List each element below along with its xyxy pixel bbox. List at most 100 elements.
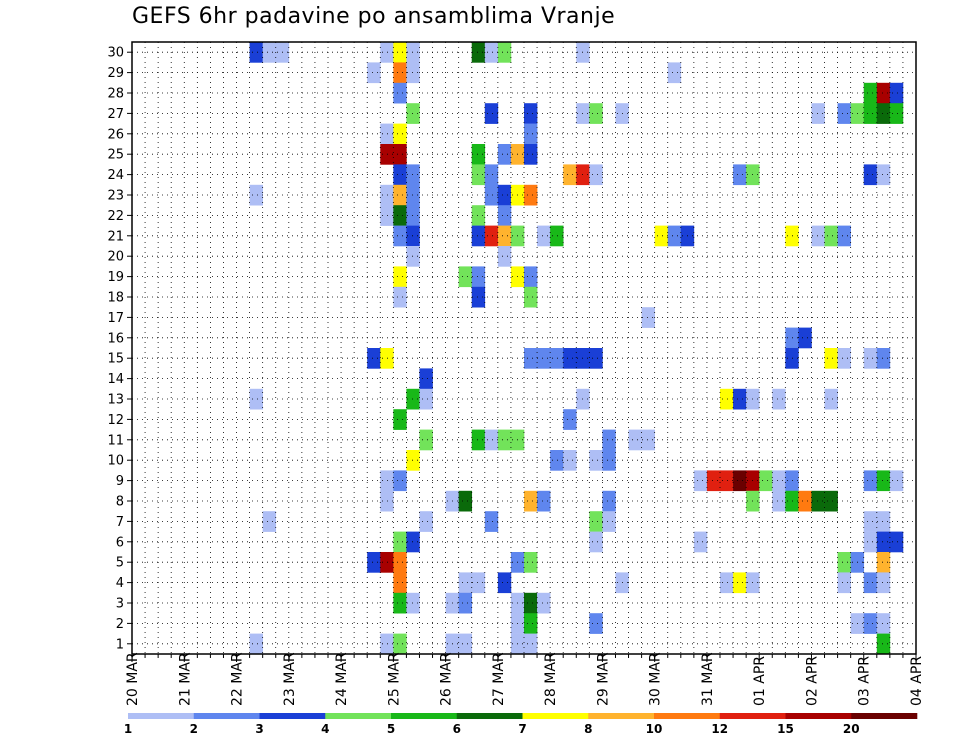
- x-tick-label: 02 APR: [804, 656, 820, 706]
- heatmap-cell: [262, 511, 277, 532]
- heatmap-cell: [589, 511, 603, 532]
- heatmap-cell: [393, 225, 407, 247]
- heatmap-cell: [471, 144, 486, 165]
- heatmap-cell: [772, 490, 786, 512]
- x-tick-label: 31 MAR: [700, 652, 716, 706]
- heatmap-cell: [876, 348, 891, 369]
- heatmap-cell: [863, 103, 878, 124]
- heatmap-cell: [524, 184, 538, 206]
- heatmap-cell: [667, 225, 682, 247]
- heatmap-cell: [406, 450, 420, 471]
- x-tick-label: 25 MAR: [386, 652, 402, 706]
- heatmap-cell: [524, 266, 538, 288]
- heatmap-cell: [876, 82, 891, 104]
- heatmap-cell: [798, 490, 812, 512]
- heatmap-cell: [484, 164, 499, 186]
- heatmap-cell: [889, 82, 904, 104]
- heatmap-cell: [419, 429, 433, 451]
- heatmap-cell: [563, 450, 577, 471]
- y-tick-label: 2: [116, 617, 124, 632]
- heatmap-cell: [471, 42, 486, 63]
- y-tick-label: 26: [107, 127, 124, 142]
- heatmap-cell: [419, 511, 433, 532]
- colorbar-swatch: [325, 713, 392, 719]
- heatmap-cell: [484, 429, 499, 451]
- y-tick-label: 10: [107, 454, 124, 469]
- heatmap-cell: [406, 164, 420, 186]
- colorbar-label: 8: [584, 722, 592, 736]
- heatmap-cell: [406, 42, 420, 63]
- heatmap-cell: [406, 246, 420, 267]
- heatmap-cell: [876, 164, 891, 186]
- heatmap-cell: [524, 286, 538, 308]
- colorbar-swatch: [128, 713, 195, 719]
- heatmap-cell: [458, 633, 473, 655]
- heatmap-cell: [249, 633, 263, 655]
- colorbar-swatch: [654, 713, 721, 719]
- heatmap-cell: [406, 592, 420, 614]
- heatmap-cell: [380, 184, 394, 206]
- heatmap-cell: [419, 368, 433, 390]
- heatmap-cell: [550, 450, 564, 471]
- colorbar-label: 1: [124, 722, 132, 736]
- heatmap-cell: [837, 572, 851, 594]
- colorbar-label: 6: [453, 722, 461, 736]
- heatmap-cell: [484, 184, 499, 206]
- heatmap-cell: [889, 103, 904, 124]
- heatmap-cell: [393, 164, 407, 186]
- heatmap-cell: [667, 62, 682, 84]
- heatmap-cell: [393, 592, 407, 614]
- y-tick-label: 12: [107, 413, 124, 428]
- colorbar-label: 12: [711, 722, 728, 736]
- heatmap-cell: [837, 552, 851, 573]
- heatmap-cell: [863, 82, 878, 104]
- heatmap-cell: [772, 470, 786, 492]
- heatmap-cell: [863, 572, 878, 594]
- y-tick-label: 1: [116, 637, 124, 652]
- heatmap-cell: [249, 184, 263, 206]
- heatmap-cell: [471, 286, 486, 308]
- heatmap-cell: [824, 348, 838, 369]
- colorbar-label: 10: [646, 722, 663, 736]
- heatmap-cell: [837, 103, 851, 124]
- heatmap-cell: [393, 266, 407, 288]
- heatmap-cell: [497, 225, 512, 247]
- heatmap-cell: [524, 613, 538, 634]
- heatmap-cell: [876, 470, 891, 492]
- colorbar-swatch: [391, 713, 458, 719]
- heatmap-cell: [524, 633, 538, 655]
- heatmap-cell: [811, 225, 825, 247]
- colorbar-swatch: [193, 713, 260, 719]
- heatmap-cell: [524, 144, 538, 165]
- heatmap-cell: [393, 62, 407, 84]
- colorbar-label: 7: [518, 722, 526, 736]
- heatmap-cell: [602, 511, 616, 532]
- heatmap-cell: [471, 205, 486, 226]
- y-tick-label: 13: [107, 393, 124, 408]
- colorbar-swatch: [719, 713, 786, 719]
- y-tick-label: 6: [116, 535, 124, 550]
- heatmap-cell: [524, 348, 538, 369]
- y-tick-label: 4: [116, 576, 124, 591]
- heatmap-cell: [720, 572, 734, 594]
- heatmap-cell: [524, 123, 538, 145]
- heatmap-cell: [393, 572, 407, 594]
- colorbar-swatch: [785, 713, 852, 719]
- x-tick-label: 30 MAR: [648, 652, 664, 706]
- heatmap-cell: [393, 409, 407, 430]
- heatmap-cell: [863, 613, 878, 634]
- heatmap-cell: [693, 531, 708, 553]
- colorbar-swatch: [456, 713, 523, 719]
- heatmap-cell: [863, 531, 878, 553]
- heatmap-cell: [406, 184, 420, 206]
- heatmap-cell: [380, 470, 394, 492]
- y-tick-label: 27: [107, 107, 124, 122]
- heatmap-cell: [497, 42, 512, 63]
- heatmap-cell: [471, 266, 486, 288]
- heatmap-cell: [524, 103, 538, 124]
- heatmap-cell: [602, 450, 616, 471]
- y-tick-label: 16: [107, 331, 124, 346]
- heatmap-cell: [458, 490, 473, 512]
- heatmap-cell: [471, 429, 486, 451]
- heatmap-cell: [419, 388, 433, 410]
